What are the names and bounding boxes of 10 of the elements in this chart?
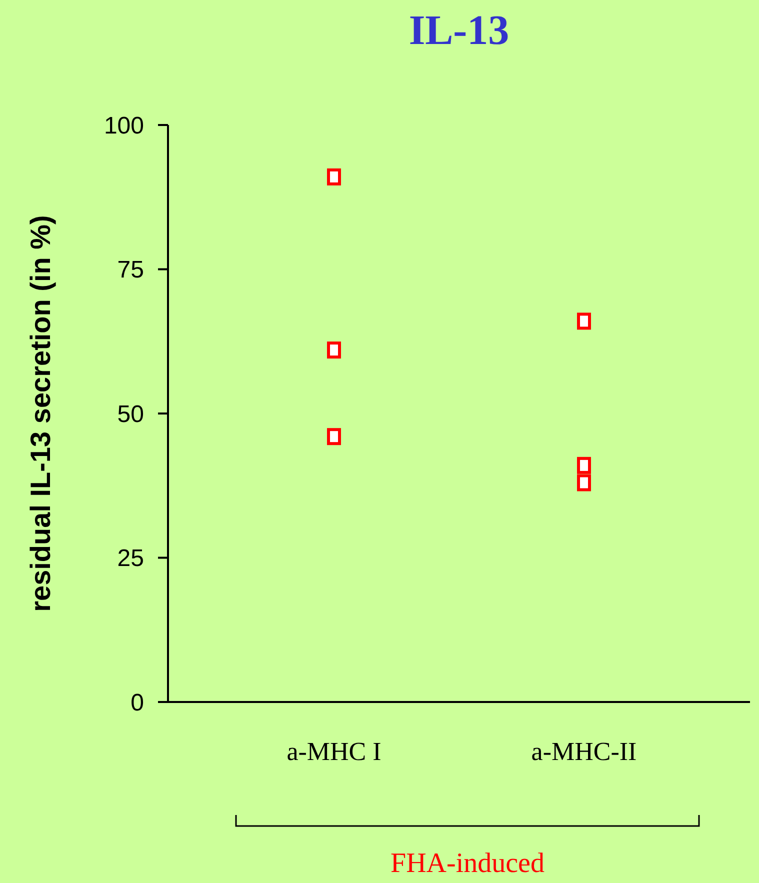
y-tick-label: 100 — [104, 112, 144, 140]
y-tick-label: 25 — [117, 545, 144, 572]
x-tick-label: a-MHC-II — [531, 737, 637, 766]
chart-title: IL-13 — [408, 8, 510, 54]
y-tick-label: 50 — [117, 400, 144, 428]
y-tick-label: 0 — [130, 689, 144, 716]
x-tick-label: a-MHC I — [286, 737, 382, 766]
y-tick-label: 75 — [117, 256, 144, 284]
y-axis-title: residual IL-13 secretion (in %) — [25, 215, 56, 612]
text: FHA-induced — [390, 848, 544, 879]
